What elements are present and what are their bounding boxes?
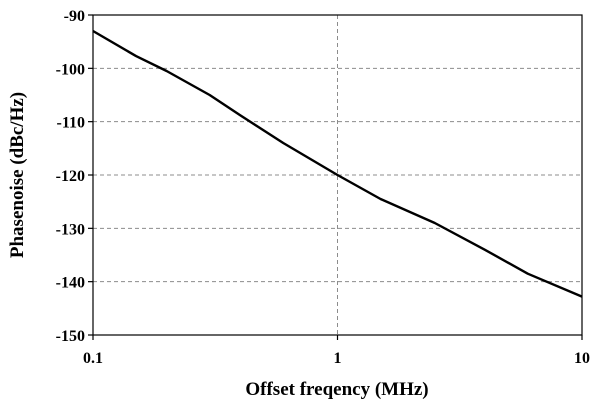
y-tick-label: -110 — [57, 115, 85, 132]
x-axis-title: Offset freqency (MHz) — [245, 379, 428, 400]
x-tick-labels: 0.1 1 10 — [83, 350, 590, 367]
y-tick-label: -90 — [64, 8, 85, 25]
y-tick-label: -120 — [56, 168, 85, 185]
x-tick-label: 0.1 — [83, 350, 103, 367]
phase-noise-series-line — [92, 29, 583, 298]
y-tick-label: -130 — [56, 221, 85, 238]
y-tick-label: -100 — [56, 61, 85, 78]
x-tick-label: 1 — [334, 350, 342, 367]
y-axis-title: Phasenoise (dBc/Hz) — [7, 92, 28, 258]
y-tick-labels: -90 -100 -110 -120 -130 -140 -150 — [56, 8, 85, 345]
y-tick-label: -150 — [56, 328, 85, 345]
axis-ticks — [88, 14, 583, 340]
grid-lines — [93, 15, 582, 335]
y-tick-label: -140 — [56, 275, 85, 292]
x-tick-label: 10 — [574, 350, 590, 367]
